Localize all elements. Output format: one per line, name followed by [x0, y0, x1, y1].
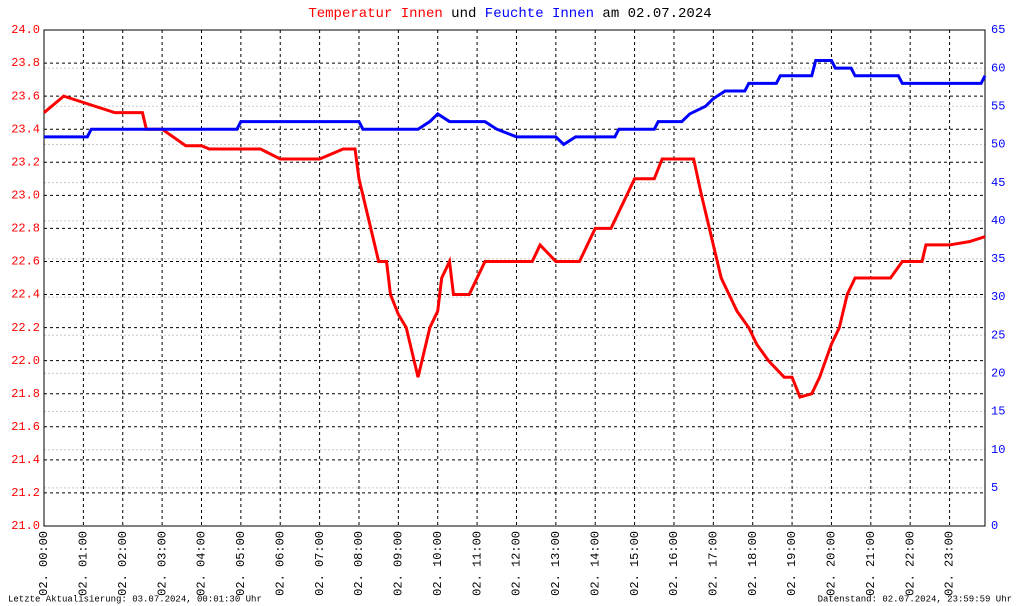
x-tick-label: 02. 05:00	[234, 531, 248, 596]
footer-left: Letzte Aktualisierung: 03.07.2024, 00:01…	[8, 594, 262, 604]
x-tick-label: 02. 08:00	[352, 531, 366, 596]
x-tick-label: 02. 20:00	[825, 531, 839, 596]
title-connector: und	[451, 6, 476, 22]
y-tick-label: 22.0	[11, 354, 40, 368]
y2-tick-label: 60	[991, 61, 1005, 75]
x-tick-label: 02. 21:00	[864, 531, 878, 596]
y-tick-label: 23.2	[11, 155, 40, 169]
y2-tick-label: 40	[991, 214, 1005, 228]
y-tick-label: 23.8	[11, 56, 40, 70]
series-line	[43, 94, 986, 399]
y2-tick-label: 5	[991, 481, 998, 495]
title-suffix: am 02.07.2024	[602, 6, 711, 22]
y2-tick-label: 45	[991, 176, 1005, 190]
y-tick-label: 24.0	[11, 23, 40, 37]
y-tick-label: 23.4	[11, 122, 40, 136]
y-tick-label: 21.0	[11, 519, 40, 533]
y-tick-label: 23.0	[11, 189, 40, 203]
y2-tick-label: 35	[991, 252, 1005, 266]
x-tick-label: 02. 00:00	[37, 531, 51, 596]
y2-tick-label: 65	[991, 23, 1005, 37]
x-tick-label: 02. 01:00	[77, 531, 91, 596]
y2-tick-label: 0	[991, 519, 998, 533]
x-tick-label: 02. 22:00	[903, 531, 917, 596]
x-tick-label: 02. 14:00	[588, 531, 602, 596]
y-tick-label: 21.4	[11, 453, 40, 467]
chart-title: Temperatur Innen und Feuchte Innen am 02…	[308, 6, 711, 22]
x-tick-label: 02. 17:00	[707, 531, 721, 596]
x-tick-label: 02. 04:00	[195, 531, 209, 596]
title-hum: Feuchte Innen	[485, 6, 594, 22]
x-tick-label: 02. 07:00	[313, 531, 327, 596]
x-tick-label: 02. 11:00	[470, 531, 484, 596]
y-tick-label: 22.4	[11, 288, 40, 302]
x-tick-label: 02. 10:00	[431, 531, 445, 596]
y2-tick-label: 50	[991, 138, 1005, 152]
x-tick-label: 02. 15:00	[628, 531, 642, 596]
x-tick-label: 02. 06:00	[273, 531, 287, 596]
y-tick-label: 23.6	[11, 89, 40, 103]
y-tick-label: 21.6	[11, 420, 40, 434]
series-line	[44, 59, 987, 147]
x-tick-label: 02. 09:00	[392, 531, 406, 596]
x-tick-label: 02. 03:00	[155, 531, 169, 596]
x-tick-label: 02. 19:00	[785, 531, 799, 596]
x-tick-label: 02. 12:00	[510, 531, 524, 596]
y-tick-label: 22.2	[11, 321, 40, 335]
x-tick-label: 02. 23:00	[943, 531, 957, 596]
y2-tick-label: 10	[991, 443, 1005, 457]
y-tick-label: 21.2	[11, 486, 40, 500]
x-tick-label: 02. 02:00	[116, 531, 130, 596]
y2-tick-label: 20	[991, 367, 1005, 381]
footer-right: Datenstand: 02.07.2024, 23:59:59 Uhr	[818, 594, 1012, 604]
y2-tick-label: 15	[991, 405, 1005, 419]
y-tick-label: 21.8	[11, 387, 40, 401]
x-tick-label: 02. 16:00	[667, 531, 681, 596]
y2-tick-label: 30	[991, 290, 1005, 304]
x-tick-label: 02. 18:00	[746, 531, 760, 596]
y-tick-label: 22.6	[11, 255, 40, 269]
title-temp: Temperatur Innen	[308, 6, 442, 22]
plot-frame	[43, 29, 986, 527]
y2-tick-label: 55	[991, 99, 1005, 113]
x-tick-label: 02. 13:00	[549, 531, 563, 596]
y-tick-label: 22.8	[11, 222, 40, 236]
y2-tick-label: 25	[991, 328, 1005, 342]
